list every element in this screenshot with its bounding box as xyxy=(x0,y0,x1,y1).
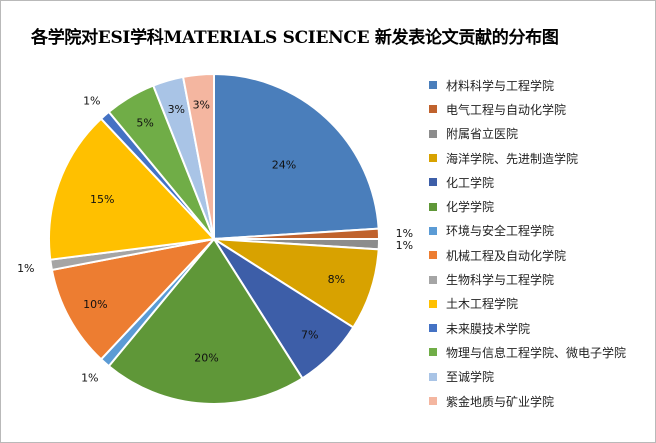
data-label: 1% xyxy=(83,94,100,107)
pie-slice xyxy=(107,237,304,405)
legend-label: 土木工程学院 xyxy=(446,297,519,312)
legend-item: 材料科学与工程学院 xyxy=(429,73,626,97)
legend-swatch xyxy=(429,251,437,260)
legend-swatch xyxy=(429,105,437,114)
pie-slice xyxy=(50,237,217,361)
pie-slice xyxy=(47,117,217,261)
data-label: 8% xyxy=(328,273,345,286)
legend-label: 电气工程与自动化学院 xyxy=(446,102,567,117)
legend-item: 附属省立医院 xyxy=(429,122,626,146)
legend-label: 环境与安全工程学院 xyxy=(446,224,555,239)
data-label: 1% xyxy=(396,227,413,240)
legend-swatch xyxy=(429,129,437,138)
legend-swatch xyxy=(429,178,437,187)
legend-swatch xyxy=(429,154,437,163)
legend-label: 化工学院 xyxy=(446,175,495,190)
data-label: 1% xyxy=(17,262,34,275)
data-label: 15% xyxy=(90,193,114,206)
legend-swatch xyxy=(429,226,437,235)
pie-slice xyxy=(181,72,215,240)
legend-label: 生物科学与工程学院 xyxy=(446,273,555,288)
legend-item: 紫金地质与矿业学院 xyxy=(429,389,626,413)
pie-slice xyxy=(213,72,380,241)
legend: 材料科学与工程学院 电气工程与自动化学院 附属省立医院海洋学院、先进制造学院 化工学院… xyxy=(429,73,626,413)
legend-item: 机械工程及自动化学院 xyxy=(429,243,626,267)
legend-swatch xyxy=(429,372,437,381)
legend-item: 土木工程学院 xyxy=(429,292,626,316)
chart-title: 各学院对ESI学科MATERIALS SCIENCE 新发表论文贡献的分布图 xyxy=(31,28,559,48)
legend-swatch xyxy=(429,397,437,405)
legend-label: 化学学院 xyxy=(446,200,495,215)
legend-label: 附属省立医院 xyxy=(446,127,519,142)
data-label: 24% xyxy=(272,158,296,171)
legend-item: 海洋学院、先进制造学院 xyxy=(429,146,626,170)
data-label: 20% xyxy=(194,352,218,365)
legend-label: 至诚学院 xyxy=(446,370,495,385)
legend-item: 环境与安全工程学院 xyxy=(429,219,626,243)
legend-label: 材料科学与工程学院 xyxy=(446,78,555,93)
legend-label: 机械工程及自动化学院 xyxy=(446,248,567,263)
legend-item: 生物科学与工程学院 xyxy=(429,267,626,291)
data-label: 5% xyxy=(136,117,153,130)
legend-item: 未来膜技术学院 xyxy=(429,316,626,340)
legend-item: 化学学院 xyxy=(429,194,626,218)
legend-label: 海洋学院、先进制造学院 xyxy=(446,151,579,166)
legend-item: 物理与信息工程学院、微电子学院 xyxy=(429,340,626,364)
legend-item: 至诚学院 xyxy=(429,365,626,389)
data-label: 1% xyxy=(396,239,413,252)
legend-swatch xyxy=(429,202,437,211)
legend-swatch xyxy=(429,81,437,90)
data-label: 10% xyxy=(83,298,107,311)
legend-item: 化工学院 xyxy=(429,170,626,194)
data-label: 1% xyxy=(81,372,98,385)
legend-swatch xyxy=(429,348,437,357)
legend-swatch xyxy=(429,299,437,308)
legend-swatch xyxy=(429,324,437,333)
legend-label: 物理与信息工程学院、微电子学院 xyxy=(446,345,627,360)
legend-label: 未来膜技术学院 xyxy=(446,321,531,336)
legend-swatch xyxy=(429,275,437,284)
legend-label: 紫金地质与矿业学院 xyxy=(446,394,555,409)
legend-item: 电气工程与自动化学院 xyxy=(429,97,626,121)
data-label: 7% xyxy=(301,329,318,342)
data-label: 3% xyxy=(193,98,210,111)
data-label: 3% xyxy=(168,103,185,116)
